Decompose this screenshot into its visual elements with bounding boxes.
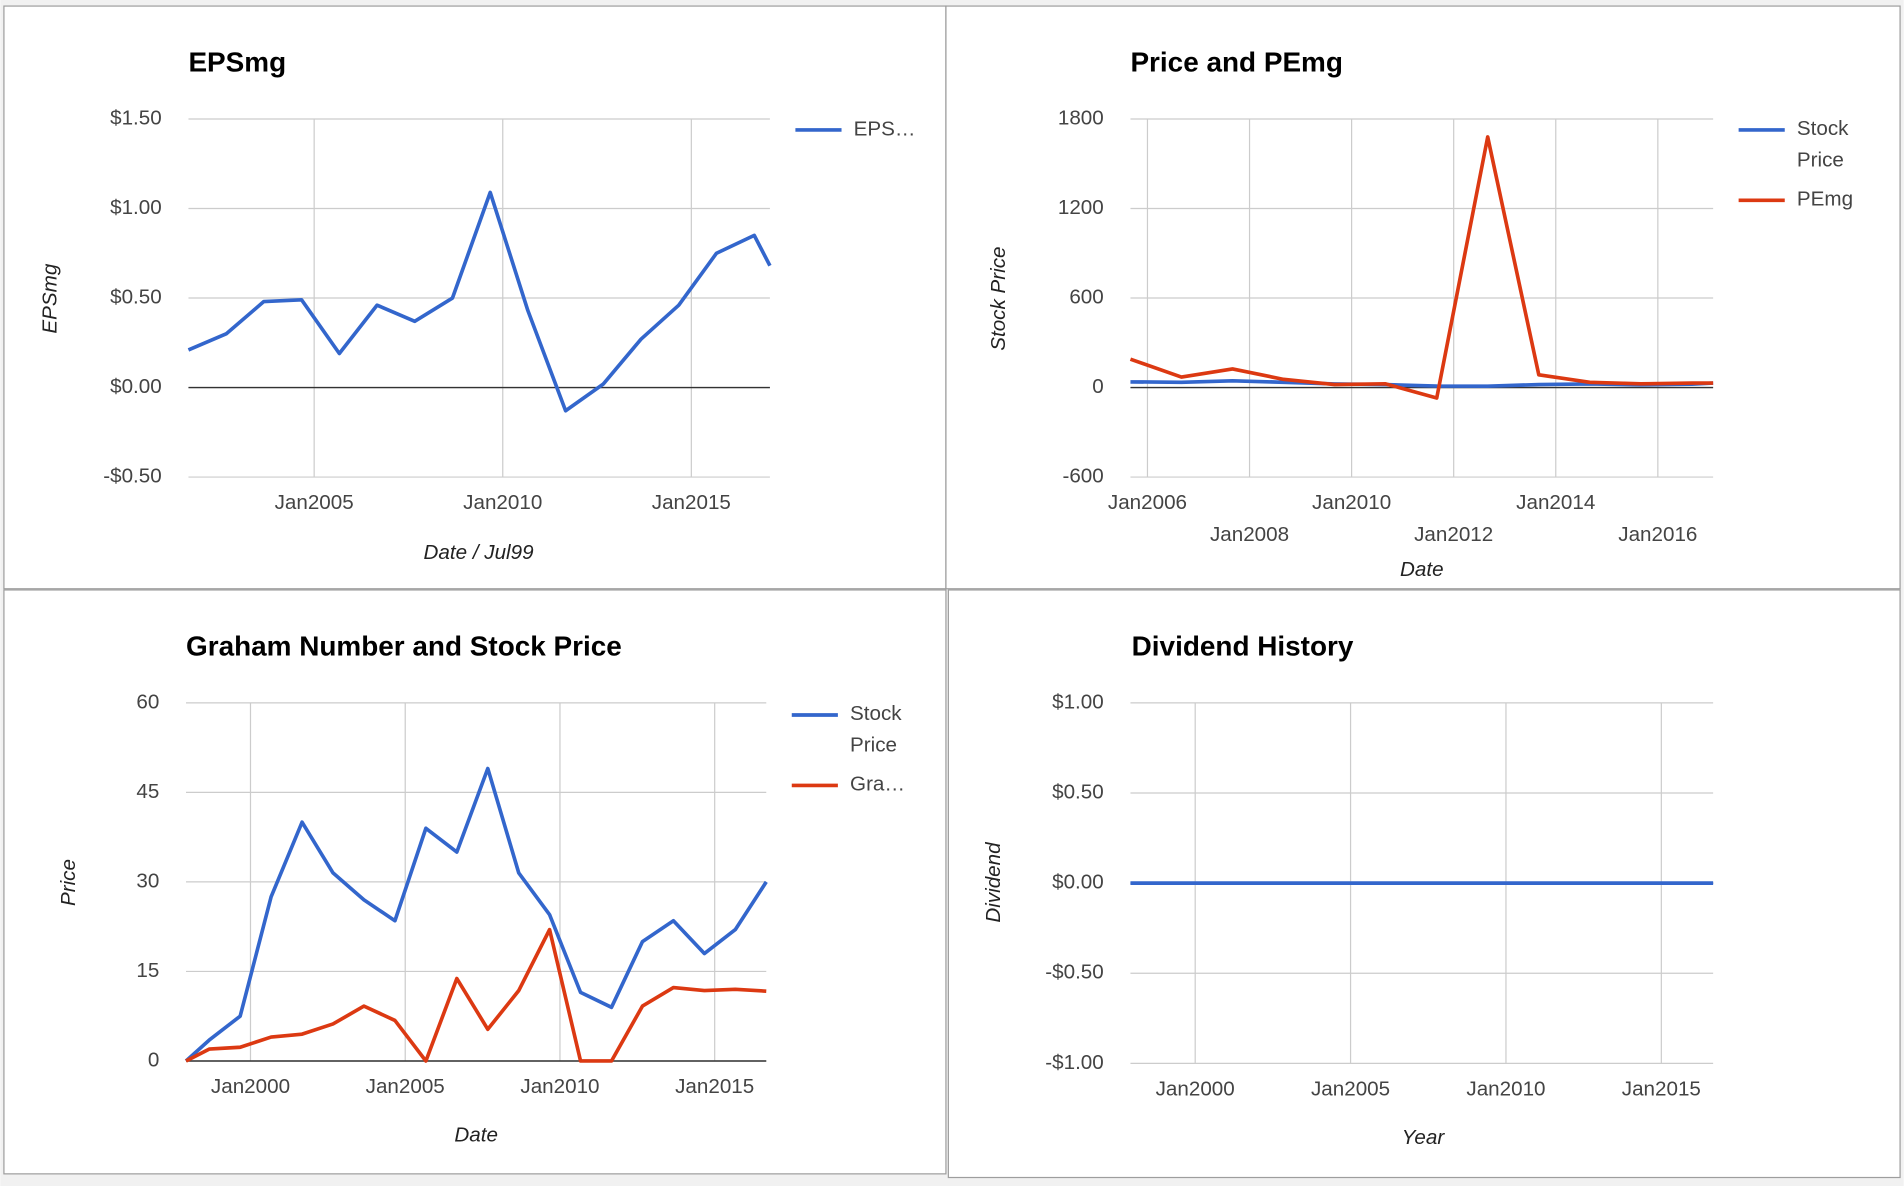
x-tick-label: Jan2015	[1622, 1078, 1701, 1101]
y-tick-label: $1.00	[110, 196, 162, 219]
y-tick-label: -600	[1062, 465, 1103, 488]
y-tick-label: $1.50	[110, 106, 162, 129]
legend-label: EPS…	[854, 117, 916, 140]
x-tick-label: Jan2010	[1466, 1078, 1545, 1101]
x-tick-label: Jan2008	[1210, 523, 1289, 546]
x-tick-label: Jan2015	[675, 1075, 754, 1098]
x-tick-label: Jan2010	[463, 491, 542, 514]
y-tick-label: 60	[136, 690, 159, 713]
y-tick-label: 0	[1092, 375, 1103, 398]
y-tick-label: 1800	[1058, 106, 1104, 129]
y-tick-label: $1.00	[1052, 690, 1104, 713]
y-axis-title: Dividend	[982, 841, 1005, 923]
legend-label: Stock Price	[850, 702, 902, 757]
chart-title: Graham Number and Stock Price	[186, 631, 622, 662]
x-tick-label: Jan2006	[1108, 491, 1187, 514]
y-tick-label: $0.50	[1052, 780, 1104, 803]
x-tick-label: Jan2012	[1414, 523, 1493, 546]
x-tick-label: Jan2010	[1312, 491, 1391, 514]
x-tick-label: Jan2005	[275, 491, 354, 514]
y-tick-label: -$0.50	[1045, 961, 1103, 984]
y-axis-title: EPSmg	[39, 263, 62, 333]
y-tick-label: -$1.00	[1045, 1051, 1103, 1074]
y-tick-label: 30	[136, 869, 159, 892]
y-tick-label: 600	[1069, 285, 1103, 308]
y-axis-title: Price	[57, 859, 80, 906]
x-tick-label: Jan2015	[652, 491, 731, 514]
chart-title: Price and PEmg	[1130, 47, 1342, 78]
legend-label: Gra…	[850, 773, 905, 796]
series-line	[184, 766, 768, 1063]
legend-label: Stock Price	[1797, 117, 1849, 172]
y-tick-label: 1200	[1058, 196, 1104, 219]
y-tick-label: $0.00	[110, 375, 162, 398]
y-tick-label: 15	[136, 959, 159, 982]
series-line	[1129, 135, 1714, 400]
y-tick-label: 45	[136, 780, 159, 803]
x-tick-label: Jan2005	[1311, 1078, 1390, 1101]
y-tick-label: -$0.50	[103, 465, 161, 488]
chart-title: Dividend History	[1132, 631, 1354, 662]
x-axis-title: Year	[1402, 1126, 1446, 1149]
series-line	[185, 927, 767, 1063]
legend-label: PEmg	[1797, 188, 1853, 211]
x-axis-title: Date	[1400, 558, 1444, 581]
chart-title: EPSmg	[188, 47, 286, 78]
series-line	[187, 190, 772, 413]
x-axis-title: Date	[454, 1124, 498, 1147]
x-tick-label: Jan2000	[211, 1075, 290, 1098]
y-axis-title: Stock Price	[987, 246, 1010, 350]
x-tick-label: Jan2005	[366, 1075, 445, 1098]
x-tick-label: Jan2010	[520, 1075, 599, 1098]
x-tick-label: Jan2000	[1156, 1078, 1235, 1101]
y-tick-label: 0	[148, 1048, 159, 1071]
y-tick-label: $0.00	[1052, 871, 1104, 894]
x-tick-label: Jan2014	[1516, 491, 1595, 514]
x-axis-title: Date / Jul99	[424, 541, 535, 564]
x-tick-label: Jan2016	[1618, 523, 1697, 546]
y-tick-label: $0.50	[110, 285, 162, 308]
